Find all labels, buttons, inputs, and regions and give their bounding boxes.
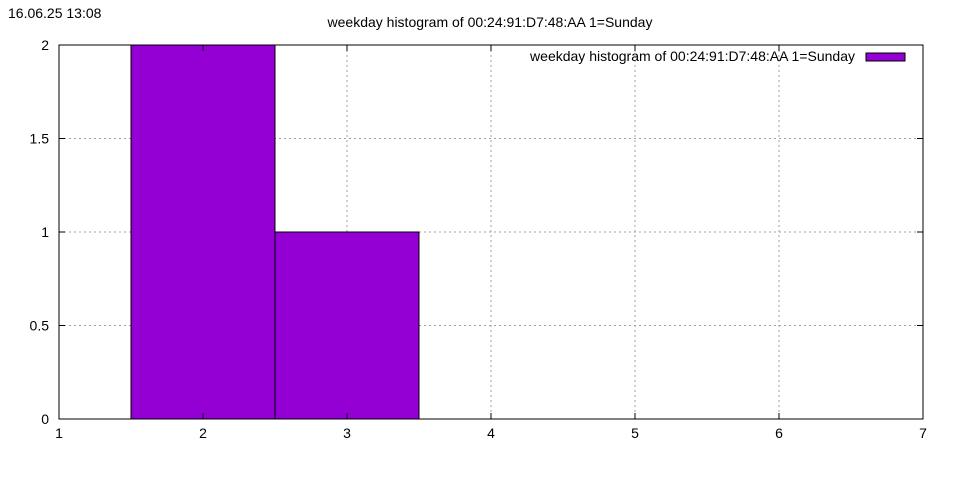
- legend-swatch: [865, 52, 906, 62]
- axis-ticks: 1 2 3 4 5 6 7 0 0.5 1 1.5 2: [30, 37, 928, 441]
- x-tick-label: 7: [919, 425, 927, 441]
- timestamp-label: 16.06.25 13:08: [8, 5, 102, 21]
- x-tick-label: 2: [199, 425, 207, 441]
- legend: weekday histogram of 00:24:91:D7:48:AA 1…: [529, 48, 906, 64]
- y-tick-label: 2: [41, 37, 49, 53]
- x-tick-label: 6: [775, 425, 783, 441]
- chart-title: weekday histogram of 00:24:91:D7:48:AA 1…: [327, 14, 653, 30]
- histogram-bar: [130, 44, 276, 420]
- x-tick-label: 5: [631, 425, 639, 441]
- bar-group: [130, 44, 420, 420]
- y-tick-label: 1: [41, 224, 49, 240]
- y-tick-label: 0.5: [30, 318, 50, 334]
- histogram-bar: [274, 231, 420, 420]
- x-tick-label: 4: [487, 425, 495, 441]
- y-tick-label: 0: [41, 411, 49, 427]
- legend-label: weekday histogram of 00:24:91:D7:48:AA 1…: [529, 48, 855, 64]
- x-tick-label: 1: [55, 425, 63, 441]
- y-tick-label: 1.5: [30, 131, 50, 147]
- x-tick-label: 3: [343, 425, 351, 441]
